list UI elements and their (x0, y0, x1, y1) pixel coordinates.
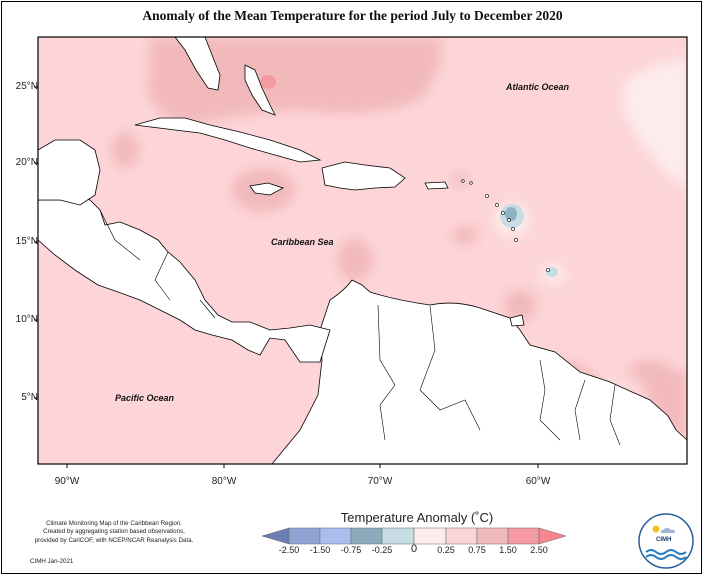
axis-ticks (34, 86, 539, 468)
lon-label-60w: 60°W (525, 476, 551, 487)
lat-label-20n: 20°N (15, 157, 38, 168)
lon-label-80w: 80°W (211, 476, 237, 487)
map-border (37, 36, 688, 465)
cimh-signature: CIMH Jan-2021 (30, 558, 74, 565)
strong-warm-spot (260, 75, 276, 89)
lon-label-70w: 70°W (367, 476, 393, 487)
bahamas-islands (244, 64, 276, 116)
lon-label-90w: 90°W (54, 476, 80, 487)
jamaica-island (249, 182, 285, 196)
legend-tick: -2.50 (278, 545, 300, 555)
legend-title: Temperature Anomaly (˚C) (340, 510, 494, 525)
pacific-ocean-label: Pacific Ocean (115, 393, 175, 403)
legend-bin-8 (476, 527, 509, 545)
credit-text: Climate Monitoring Map of the Caribbean … (14, 520, 214, 545)
lat-label-25n: 25°N (15, 81, 38, 92)
puerto-rico-island (424, 181, 449, 190)
legend-tick: 0.75 (468, 545, 486, 555)
south-america-land (271, 279, 687, 464)
legend-bin-4 (350, 527, 383, 545)
cimh-logo-graphic (638, 513, 694, 569)
caribbean-sea-label: Caribbean Sea (271, 237, 334, 247)
cuba-island (134, 117, 322, 163)
lat-label-10n: 10°N (15, 314, 38, 325)
legend-bin-6 (413, 527, 447, 545)
legend-tick: -0.75 (340, 545, 362, 555)
legend-colorbar (261, 527, 567, 545)
hispaniola-island (321, 161, 406, 191)
legend-bin-9 (507, 527, 540, 545)
legend-tick: -0.25 (371, 545, 393, 555)
legend-tick: 0 (410, 543, 418, 555)
legend-bin-2 (288, 527, 321, 545)
lat-label-5n: 5°N (21, 392, 38, 403)
legend-bin-10 (538, 527, 567, 545)
legend-bin-7 (445, 527, 478, 545)
atlantic-ocean-label: Atlantic Ocean (506, 82, 570, 92)
map-title: Anomaly of the Mean Temperature for the … (142, 8, 563, 23)
country-borders (99, 209, 621, 446)
yucatan-land (38, 139, 101, 206)
legend-bin-1 (261, 527, 290, 545)
lesser-antilles-islands (461, 179, 550, 272)
credit-line-3: provided by CariCOF, with NCEP/NCAR Rean… (34, 536, 194, 544)
legend-tick: 2.50 (530, 545, 548, 555)
central-america-land (38, 194, 331, 363)
legend-bin-5 (381, 527, 415, 545)
credit-line-2: Created by aggregating station based obs… (43, 528, 185, 536)
credit-line-1: Climate Monitoring Map of the Caribbean … (46, 520, 182, 527)
lat-label-15n: 15°N (15, 236, 38, 247)
cimh-logo-label: CIMH (656, 537, 672, 543)
trinidad-island (509, 314, 525, 327)
cool-core-lesser-antilles (505, 207, 517, 221)
florida-land (174, 37, 221, 91)
legend-tick: 0.25 (437, 545, 455, 555)
legend-tick: 1.50 (499, 545, 517, 555)
land-masses (38, 37, 687, 464)
legend-bin-3 (319, 527, 352, 545)
legend-tick: -1.50 (309, 545, 331, 555)
